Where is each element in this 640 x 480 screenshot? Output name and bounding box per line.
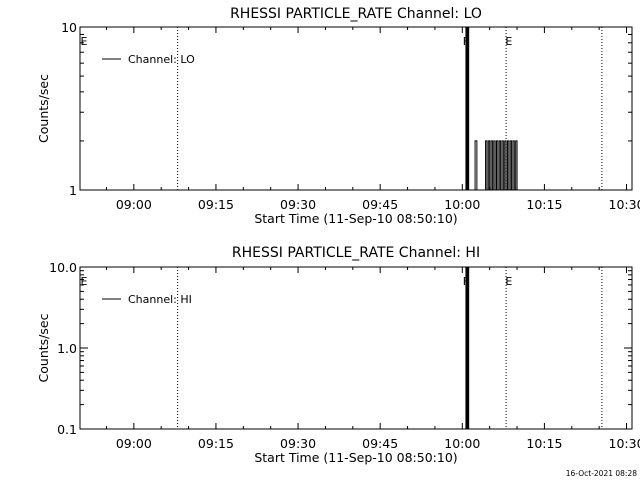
x-axis-label: Start Time (11-Sep-10 08:50:10) [254, 450, 457, 465]
x-tick-label: 10:15 [526, 436, 562, 451]
plot-frame [79, 266, 633, 430]
x-tick-label: 10:00 [444, 197, 480, 212]
event-marker-e: E [81, 35, 88, 48]
chart-panel-1: RHESSI PARTICLE_RATE Channel: LO 09:00 09:… [36, 6, 640, 226]
y-tick-label: 0.1 [57, 422, 77, 437]
x-tick-label: 09:00 [116, 197, 152, 212]
x-tick-label: 10:15 [526, 197, 562, 212]
x-tick-label: 09:45 [362, 436, 398, 451]
y-tick-label: 1 [69, 183, 77, 198]
series-line-1 [465, 26, 518, 191]
x-tick-label: 10:30 [609, 436, 640, 451]
x-tick-label: 09:45 [362, 197, 398, 212]
event-marker-e: E [505, 275, 512, 288]
x-tick-label: 09:15 [198, 197, 234, 212]
legend-entry: Channel: HI [128, 293, 192, 306]
series-line-1 [465, 266, 470, 430]
x-tick-label: 09:30 [280, 436, 316, 451]
footer-timestamp: 16-Oct-2021 08:28 [566, 469, 637, 478]
event-marker-e: E [81, 275, 88, 288]
x-tick-label: 10:00 [444, 436, 480, 451]
y-tick-label: 10.0 [49, 260, 77, 275]
y-tick-label: 1.0 [57, 341, 77, 356]
y-tick-label: 10 [61, 20, 77, 35]
x-tick-label: 09:00 [116, 436, 152, 451]
plot-frame [79, 26, 633, 191]
x-tick-label: 09:15 [198, 436, 234, 451]
chart-panel-2: RHESSI PARTICLE_RATE Channel: HI 09:00 09:… [36, 245, 640, 465]
chart-title: RHESSI PARTICLE_RATE Channel: HI [232, 245, 480, 261]
x-tick-label: 09:30 [280, 197, 316, 212]
legend-entry: Channel: LO [128, 53, 195, 66]
chart-title: RHESSI PARTICLE_RATE Channel: LO [230, 6, 482, 22]
y-axis-label: Counts/sec [36, 313, 51, 382]
x-axis-label: Start Time (11-Sep-10 08:50:10) [254, 211, 457, 226]
x-tick-label: 10:30 [609, 197, 640, 212]
y-axis-label: Counts/sec [36, 74, 51, 143]
event-marker-e: E [505, 35, 512, 48]
